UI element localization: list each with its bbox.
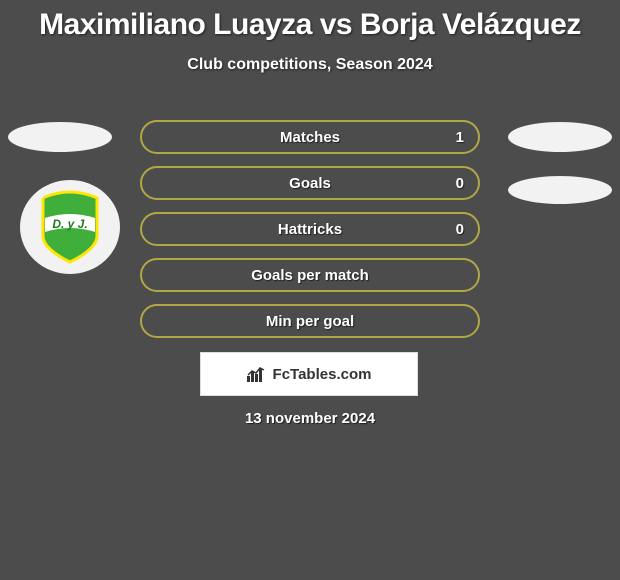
stat-row-hattricks: Hattricks 0	[140, 212, 480, 246]
page-subtitle: Club competitions, Season 2024	[0, 56, 620, 74]
stat-label: Matches	[280, 129, 340, 146]
player1-photo-placeholder	[8, 122, 112, 152]
shield-icon: D. y J.	[39, 190, 101, 264]
stat-value: 0	[456, 175, 464, 192]
stats-panel: Matches 1 Goals 0 Hattricks 0 Goals per …	[140, 120, 480, 350]
stat-row-goals: Goals 0	[140, 166, 480, 200]
player2-photo-placeholder-2	[508, 176, 612, 204]
stat-value: 0	[456, 221, 464, 238]
stat-label: Hattricks	[278, 221, 342, 238]
stat-row-min-per-goal: Min per goal	[140, 304, 480, 338]
stat-label: Goals per match	[251, 267, 369, 284]
badge-text: D. y J.	[52, 217, 87, 231]
player2-photo-placeholder-1	[508, 122, 612, 152]
page-title: Maximiliano Luayza vs Borja Velázquez	[0, 0, 620, 42]
stat-label: Goals	[289, 175, 331, 192]
banner-text: FcTables.com	[273, 366, 372, 383]
source-banner[interactable]: FcTables.com	[200, 352, 418, 396]
footer-date: 13 november 2024	[0, 410, 620, 427]
stat-label: Min per goal	[266, 313, 354, 330]
club-badge: D. y J.	[20, 180, 120, 274]
stat-row-matches: Matches 1	[140, 120, 480, 154]
bar-chart-icon	[247, 366, 267, 382]
stat-row-goals-per-match: Goals per match	[140, 258, 480, 292]
stat-value: 1	[456, 129, 464, 146]
